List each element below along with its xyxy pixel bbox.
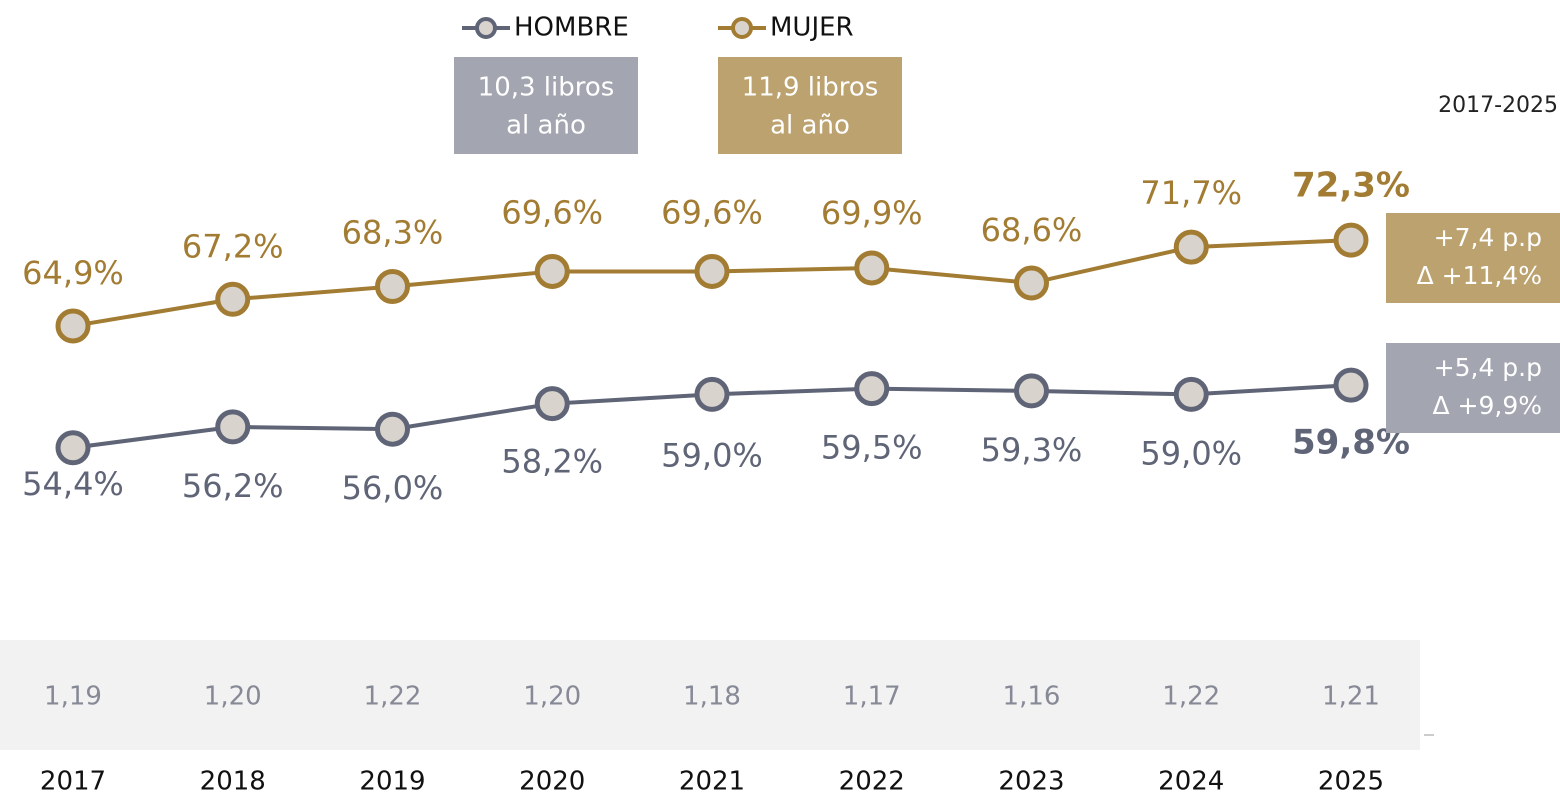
data-label: 68,3%: [342, 214, 444, 252]
x-tick-label: 2021: [679, 767, 745, 797]
subtitle: 2017-2025: [1438, 93, 1558, 118]
info-box: [454, 57, 638, 154]
x-tick-label: 2022: [839, 767, 905, 797]
ratio-label: 1,16: [1003, 682, 1061, 712]
marker: [55, 308, 91, 344]
ratio-band: [0, 640, 1420, 750]
ratio-label: 1,20: [523, 682, 581, 712]
marker: [215, 409, 251, 445]
data-label: 69,6%: [501, 193, 603, 231]
marker: [55, 430, 91, 466]
data-label: 71,7%: [1140, 174, 1242, 212]
info-box-text: 11,9 libros: [742, 73, 879, 103]
x-tick-label: 2023: [998, 767, 1064, 797]
x-tick-label: 2020: [519, 767, 585, 797]
marker: [1333, 367, 1369, 403]
marker: [694, 253, 730, 289]
change-text: Δ +9,9%: [1432, 391, 1542, 420]
change-box: [1386, 213, 1560, 303]
marker: [1333, 222, 1369, 258]
x-tick-label: 2017: [40, 767, 106, 797]
x-tick-label: 2018: [200, 767, 266, 797]
marker: [854, 371, 890, 407]
legend-marker: [731, 17, 753, 39]
marker: [375, 411, 410, 447]
data-label: 56,0%: [342, 469, 444, 507]
data-label: 59,0%: [661, 436, 763, 474]
change-text: +5,4 p.p: [1434, 353, 1542, 382]
marker: [1173, 229, 1209, 265]
data-label: 59,5%: [821, 429, 923, 467]
legend-label: MUJER: [770, 13, 854, 43]
marker: [1014, 373, 1049, 409]
data-label: 67,2%: [182, 227, 284, 265]
data-label: 68,6%: [981, 211, 1083, 249]
ratio-label: 1,22: [364, 682, 422, 712]
info-box-text: al año: [770, 111, 850, 141]
info-box-text: 10,3 libros: [478, 73, 615, 103]
ratio-label: 1,21: [1322, 682, 1380, 712]
data-label: 54,4%: [22, 465, 124, 503]
data-label: 69,6%: [661, 193, 763, 231]
marker: [375, 269, 410, 305]
marker: [1173, 376, 1209, 412]
data-label: 59,0%: [1140, 434, 1242, 472]
ratio-label: 1,17: [843, 682, 901, 712]
ratio-label: 1,18: [683, 682, 741, 712]
marker: [694, 376, 730, 412]
data-label: 64,9%: [22, 254, 124, 292]
data-label: 58,2%: [501, 443, 603, 481]
ratio-label: 1,19: [44, 682, 102, 712]
x-tick-label: 2025: [1318, 767, 1384, 797]
data-label: 59,3%: [981, 431, 1083, 469]
change-box: [1386, 343, 1560, 433]
data-label: 56,2%: [182, 467, 284, 505]
x-tick-label: 2019: [359, 767, 425, 797]
info-box: [718, 57, 902, 154]
data-label: 72,3%: [1292, 166, 1410, 206]
data-label: 69,9%: [821, 194, 923, 232]
marker: [534, 253, 570, 289]
change-text: +7,4 p.p: [1434, 223, 1542, 252]
change-text: Δ +11,4%: [1417, 261, 1542, 290]
x-tick-label: 2024: [1158, 767, 1224, 797]
legend-label: HOMBRE: [514, 13, 629, 43]
legend-marker: [475, 17, 497, 39]
ratio-label: 1,20: [204, 682, 262, 712]
marker: [534, 386, 570, 422]
marker: [215, 281, 251, 317]
marker: [854, 250, 890, 286]
marker: [1014, 265, 1049, 301]
info-box-text: al año: [506, 111, 586, 141]
ratio-label: 1,22: [1162, 682, 1220, 712]
